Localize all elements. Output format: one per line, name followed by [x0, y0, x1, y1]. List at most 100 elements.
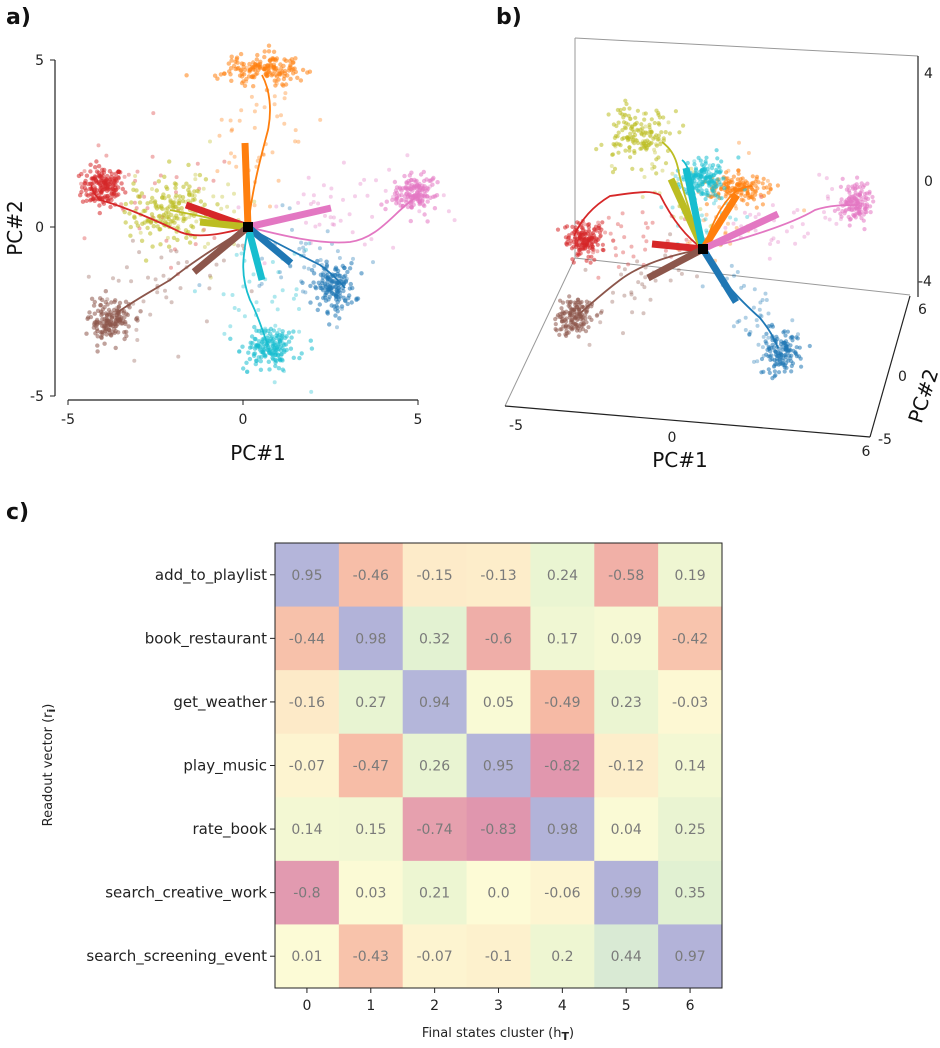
a-point-cluster-3 [425, 186, 431, 191]
a-point-cluster-6 [153, 277, 158, 282]
a-point-cluster-4 [320, 280, 325, 286]
b-point-cluster-1 [630, 166, 635, 171]
a-point-cluster-6 [114, 306, 119, 311]
b-point-cluster-2 [743, 179, 748, 184]
b-point-cluster-0 [643, 221, 648, 226]
a-point-cluster-3 [421, 186, 426, 192]
heatmap-cell [275, 860, 340, 925]
a-point-cluster-1 [156, 179, 161, 184]
a-point-cluster-3 [341, 197, 345, 202]
b-point-cluster-0 [597, 223, 602, 228]
b-point-cluster-1 [652, 120, 657, 126]
a-point-cluster-2 [262, 54, 267, 60]
heatmap-cell [402, 606, 468, 671]
b-point-cluster-1 [628, 116, 633, 121]
b-point-cluster-2 [745, 202, 750, 207]
b-point-cluster-1 [641, 143, 646, 148]
a-point-cluster-0 [152, 181, 157, 186]
a-point-cluster-4 [349, 261, 354, 266]
a-point-cluster-5 [244, 360, 249, 365]
heatmap-cell [338, 606, 404, 671]
b-point-cluster-0 [578, 251, 583, 256]
a-point-cluster-6 [109, 300, 114, 305]
a-point-cluster-4 [315, 295, 320, 301]
a-point-cluster-2 [252, 109, 257, 114]
b-point-cluster-3 [832, 208, 838, 213]
b-point-cluster-4 [772, 364, 777, 369]
b-point-cluster-1 [656, 121, 661, 126]
a-point-cluster-4 [302, 249, 307, 254]
heatmap-col-label: 1 [366, 998, 375, 1014]
b-point-cluster-0 [571, 260, 576, 265]
b-point-cluster-3 [822, 210, 826, 215]
a-point-cluster-2 [241, 61, 246, 67]
a-point-cluster-3 [399, 188, 404, 193]
a-point-cluster-3 [408, 218, 413, 224]
a-point-cluster-2 [238, 51, 244, 57]
b-point-cluster-3 [859, 181, 864, 186]
heatmap-cell [402, 733, 468, 798]
a-point-cluster-3 [422, 212, 427, 217]
a-point-cluster-6 [221, 258, 226, 263]
a-point-cluster-5 [280, 332, 285, 337]
a-point-cluster-0 [101, 201, 107, 206]
a-point-cluster-0 [105, 184, 110, 189]
a-point-cluster-2 [283, 82, 289, 87]
a-point-cluster-3 [341, 160, 346, 165]
a-point-cluster-3 [332, 222, 337, 227]
a-point-cluster-6 [113, 345, 118, 351]
a-point-cluster-3 [330, 222, 335, 227]
b-point-cluster-6 [567, 300, 573, 305]
heatmap-row-label: search_creative_work [105, 884, 267, 903]
a-point-cluster-4 [297, 246, 302, 251]
a-point-cluster-6 [126, 324, 131, 329]
b-point-cluster-5 [659, 205, 664, 210]
a-point-cluster-2 [245, 65, 250, 70]
heatmap-cell [658, 924, 723, 989]
b-point-cluster-5 [699, 168, 704, 173]
a-point-cluster-5 [222, 331, 227, 336]
a-point-cluster-4 [277, 270, 282, 275]
a-point-cluster-3 [402, 173, 407, 179]
b-point-cluster-1 [628, 116, 633, 122]
heatmap-cell-value: -0.1 [485, 949, 512, 965]
a-point-cluster-5 [307, 241, 312, 246]
a-point-cluster-5 [260, 345, 266, 350]
b-point-cluster-4 [788, 356, 793, 361]
b-point-cluster-3 [859, 216, 864, 221]
a-point-cluster-0 [76, 173, 82, 179]
a-point-cluster-4 [336, 273, 342, 278]
a-point-cluster-6 [99, 335, 104, 341]
a-point-cluster-6 [214, 262, 219, 267]
a-point-cluster-5 [261, 338, 266, 343]
b-point-cluster-1 [652, 135, 658, 140]
a-point-cluster-3 [391, 194, 395, 199]
a-point-cluster-2 [255, 158, 260, 163]
a-point-cluster-1 [220, 194, 225, 199]
a-point-cluster-1 [173, 195, 178, 200]
b-point-cluster-3 [856, 206, 861, 211]
a-point-cluster-5 [234, 252, 239, 257]
a-point-cluster-1 [158, 242, 163, 247]
a-readout-6 [191, 224, 251, 275]
a-point-cluster-4 [348, 281, 353, 287]
a-point-cluster-4 [317, 302, 322, 307]
a-point-cluster-2 [229, 78, 234, 84]
b-point-cluster-6 [570, 318, 575, 323]
b-point-cluster-2 [743, 193, 748, 199]
a-point-cluster-2 [218, 72, 224, 77]
a-point-cluster-0 [84, 173, 90, 178]
a-point-cluster-6 [141, 299, 146, 304]
a-point-cluster-1 [150, 187, 154, 191]
b-point-cluster-1 [653, 150, 657, 155]
b-point-cluster-1 [623, 113, 628, 118]
a-point-cluster-3 [308, 202, 313, 206]
a-point-cluster-0 [108, 179, 114, 184]
a-point-cluster-0 [122, 174, 127, 179]
a-point-cluster-2 [254, 102, 259, 107]
a-point-cluster-3 [435, 180, 440, 185]
b-point-cluster-6 [570, 327, 575, 332]
a-point-cluster-0 [158, 173, 163, 178]
a-point-cluster-5 [277, 327, 282, 332]
a-point-cluster-6 [84, 331, 89, 336]
